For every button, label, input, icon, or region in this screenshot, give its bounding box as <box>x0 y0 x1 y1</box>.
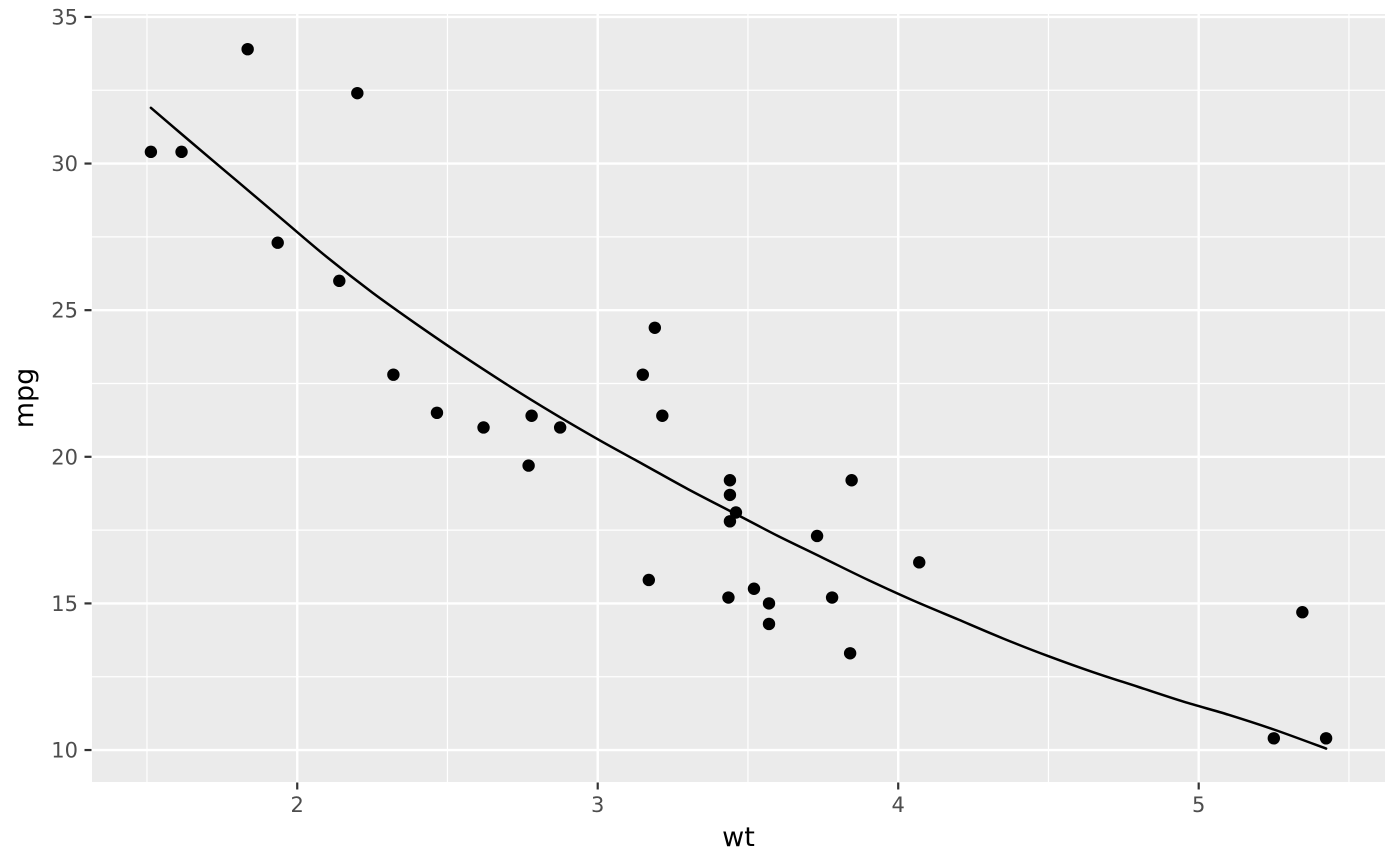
y-axis-title: mpg <box>9 368 40 429</box>
data-point <box>553 421 567 434</box>
x-tick-label: 4 <box>892 793 905 817</box>
data-point <box>1296 606 1309 619</box>
data-point <box>825 591 839 604</box>
data-point <box>522 459 535 472</box>
data-point <box>722 591 735 604</box>
data-point <box>723 515 737 528</box>
data-point <box>144 145 158 159</box>
data-point <box>747 582 761 595</box>
data-point <box>723 488 737 502</box>
data-point <box>845 474 858 487</box>
data-point <box>1319 732 1333 745</box>
y-tick-label: 10 <box>51 739 78 763</box>
data-point <box>723 474 737 487</box>
data-point <box>913 556 926 569</box>
y-tick-label: 15 <box>51 592 78 616</box>
minor-gridlines <box>92 14 1385 782</box>
y-axis: 10 15 20 25 30 35 <box>51 5 92 763</box>
data-point <box>351 86 364 100</box>
data-point <box>387 368 400 381</box>
x-axis: 2 3 4 5 <box>291 782 1205 817</box>
y-tick-label: 20 <box>51 445 78 469</box>
x-tick-label: 2 <box>291 793 304 817</box>
smooth-line <box>149 106 1328 750</box>
x-tick-label: 3 <box>591 793 604 817</box>
plot-panel <box>92 14 1385 782</box>
data-point <box>843 647 857 660</box>
y-tick-label: 30 <box>51 152 78 176</box>
y-tick-label: 25 <box>51 299 78 323</box>
x-tick-label: 5 <box>1192 793 1205 817</box>
y-tick-label: 35 <box>51 5 78 29</box>
smooth-curve <box>149 106 1328 750</box>
data-point <box>762 617 776 631</box>
data-point <box>175 145 188 159</box>
data-point <box>762 597 776 610</box>
data-point <box>810 529 824 543</box>
data-point <box>333 274 346 288</box>
data-point <box>477 421 490 434</box>
data-point <box>642 573 656 587</box>
data-point <box>525 409 538 422</box>
data-point <box>430 406 444 420</box>
data-point <box>656 409 669 422</box>
data-point <box>636 368 649 381</box>
data-point <box>1267 732 1281 745</box>
data-point <box>241 42 254 56</box>
x-axis-title: wt <box>722 822 755 853</box>
data-point <box>271 236 284 249</box>
data-point <box>648 321 662 334</box>
scatter-points <box>144 42 1333 745</box>
major-gridlines <box>92 14 1385 782</box>
